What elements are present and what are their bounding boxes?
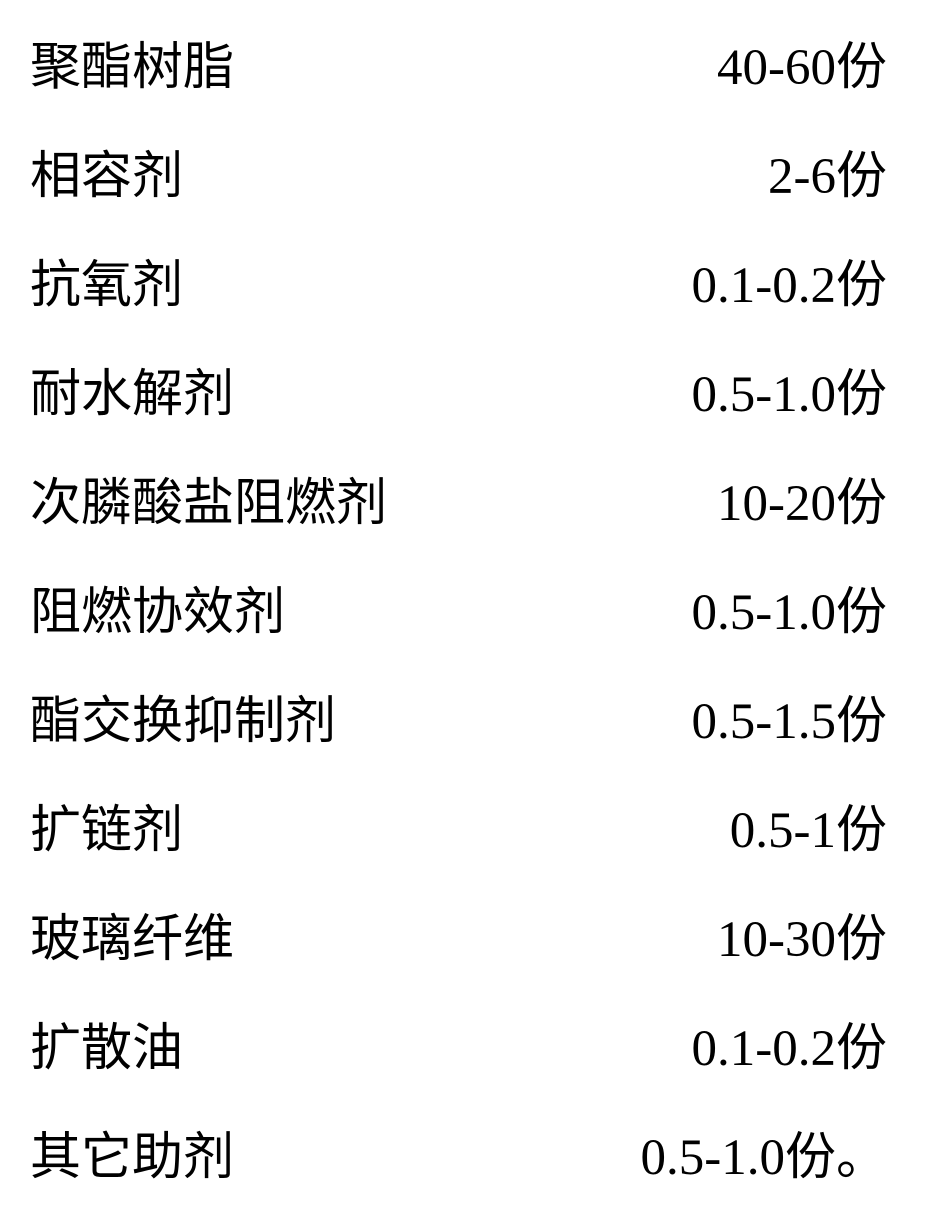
table-row: 抗氧剂 0.1-0.2份 (30, 232, 887, 341)
row-value: 10-20份 (547, 450, 887, 559)
row-value: 0.5-1.0份 (547, 341, 887, 450)
row-label: 阻燃协效剂 (30, 559, 285, 668)
table-row: 相容剂 2-6份 (30, 123, 887, 232)
row-label: 酯交换抑制剂 (30, 668, 336, 777)
table-row: 酯交换抑制剂 0.5-1.5份 (30, 668, 887, 777)
table-row: 其它助剂 0.5-1.0份。 (30, 1104, 887, 1213)
row-value: 0.1-0.2份 (547, 232, 887, 341)
row-label: 次膦酸盐阻燃剂 (30, 450, 387, 559)
table-row: 扩散油 0.1-0.2份 (30, 995, 887, 1104)
row-label: 抗氧剂 (30, 232, 183, 341)
row-label: 耐水解剂 (30, 341, 234, 450)
row-value: 0.5-1份 (547, 777, 887, 886)
row-label: 扩链剂 (30, 777, 183, 886)
row-value: 0.5-1.0份 (547, 559, 887, 668)
row-value: 0.5-1.5份 (547, 668, 887, 777)
row-value: 10-30份 (547, 886, 887, 995)
row-value: 0.5-1.0份。 (547, 1104, 887, 1213)
table-row: 聚酯树脂 40-60份 (30, 14, 887, 123)
table-row: 扩链剂 0.5-1份 (30, 777, 887, 886)
table-row: 耐水解剂 0.5-1.0份 (30, 341, 887, 450)
table-row: 阻燃协效剂 0.5-1.0份 (30, 559, 887, 668)
row-label: 其它助剂 (30, 1104, 234, 1213)
row-value: 2-6份 (547, 123, 887, 232)
page: 聚酯树脂 40-60份 相容剂 2-6份 抗氧剂 0.1-0.2份 耐水解剂 0… (0, 0, 947, 1214)
row-label: 聚酯树脂 (30, 14, 234, 123)
table-row: 玻璃纤维 10-30份 (30, 886, 887, 995)
row-value: 40-60份 (547, 14, 887, 123)
row-label: 玻璃纤维 (30, 886, 234, 995)
row-label: 相容剂 (30, 123, 183, 232)
row-value: 0.1-0.2份 (547, 995, 887, 1104)
table-row: 次膦酸盐阻燃剂 10-20份 (30, 450, 887, 559)
row-label: 扩散油 (30, 995, 183, 1104)
